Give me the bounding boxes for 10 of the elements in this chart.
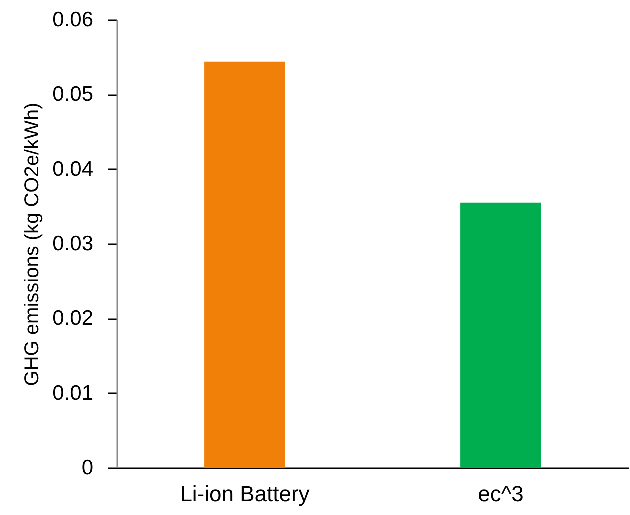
y-tick-label: 0.05 [52,83,94,106]
y-tick-label: 0 [82,456,94,480]
y-tick-label: 0.01 [52,382,94,405]
x-tick-label: Li-ion Battery [180,482,310,506]
y-tick-label: 0.06 [52,8,94,32]
y-axis-title: GHG emissions (kg CO2e/kWh) [22,102,44,386]
x-tick-label: ec^3 [478,482,524,506]
y-tick-label: 0.04 [52,158,94,181]
y-tick-label: 0.03 [52,232,94,256]
y-tick-label: 0.02 [52,307,94,330]
